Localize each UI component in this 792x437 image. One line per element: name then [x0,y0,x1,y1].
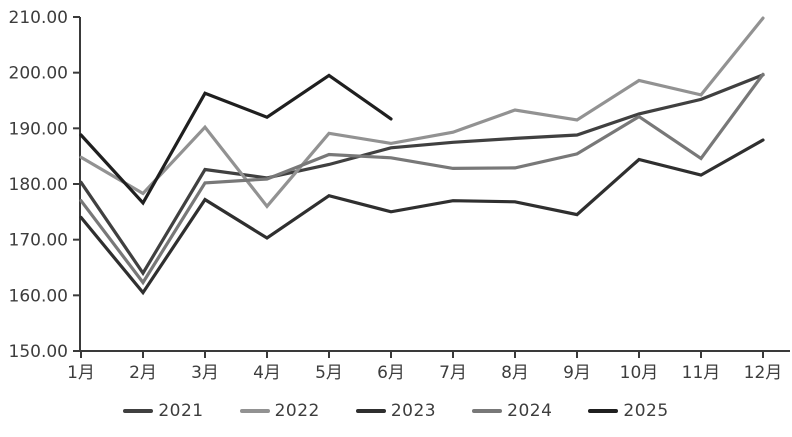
y-axis-tick-label: 190.00 [9,119,68,139]
legend-item-2025: 2025 [588,401,668,421]
chart-legend: 2021 2022 2023 2024 2025 [0,401,792,421]
legend-label: 2021 [158,401,204,421]
y-axis-tick-label: 170.00 [9,231,68,251]
x-axis-tick-label: 5月 [315,363,343,383]
legend-item-2021: 2021 [123,401,203,421]
series-line-2021 [79,73,765,277]
legend-swatch-icon [588,409,619,413]
legend-label: 2023 [390,401,437,421]
legend-item-2024: 2024 [472,401,552,421]
x-axis-tick-label: 10月 [620,363,659,383]
legend-swatch-icon [239,409,270,413]
series-line-2022 [79,16,765,209]
y-axis-tick-label: 180.00 [9,175,68,195]
x-axis-tick-label: 7月 [439,363,467,383]
x-axis-tick-label: 4月 [253,363,281,383]
legend-item-2023: 2023 [355,401,437,421]
legend-label: 2022 [274,401,320,421]
y-axis-tick-label: 210.00 [9,8,68,28]
y-axis-tick-label: 150.00 [9,342,68,362]
x-axis-tick-label: 11月 [682,363,721,383]
x-axis-tick-label: 3月 [191,363,219,383]
x-axis-tick-label: 2月 [129,363,157,383]
legend-label: 2024 [507,401,553,421]
x-axis-tick-label: 9月 [563,363,591,383]
legend-swatch-icon [472,409,503,413]
y-axis-tick-label: 160.00 [9,286,68,306]
series-line-2024 [79,72,765,286]
legend-label: 2025 [623,401,669,421]
x-axis-tick-label: 6月 [377,363,405,383]
x-axis-tick-label: 8月 [501,363,529,383]
series-line-2025 [79,73,393,206]
legend-swatch-icon [355,409,386,413]
y-axis-tick-label: 200.00 [9,64,68,84]
series-line-2023 [79,138,765,296]
x-axis-tick-label: 12月 [744,363,783,383]
x-axis-tick-label: 1月 [67,363,95,383]
legend-item-2022: 2022 [239,401,320,421]
legend-swatch-icon [123,409,154,413]
